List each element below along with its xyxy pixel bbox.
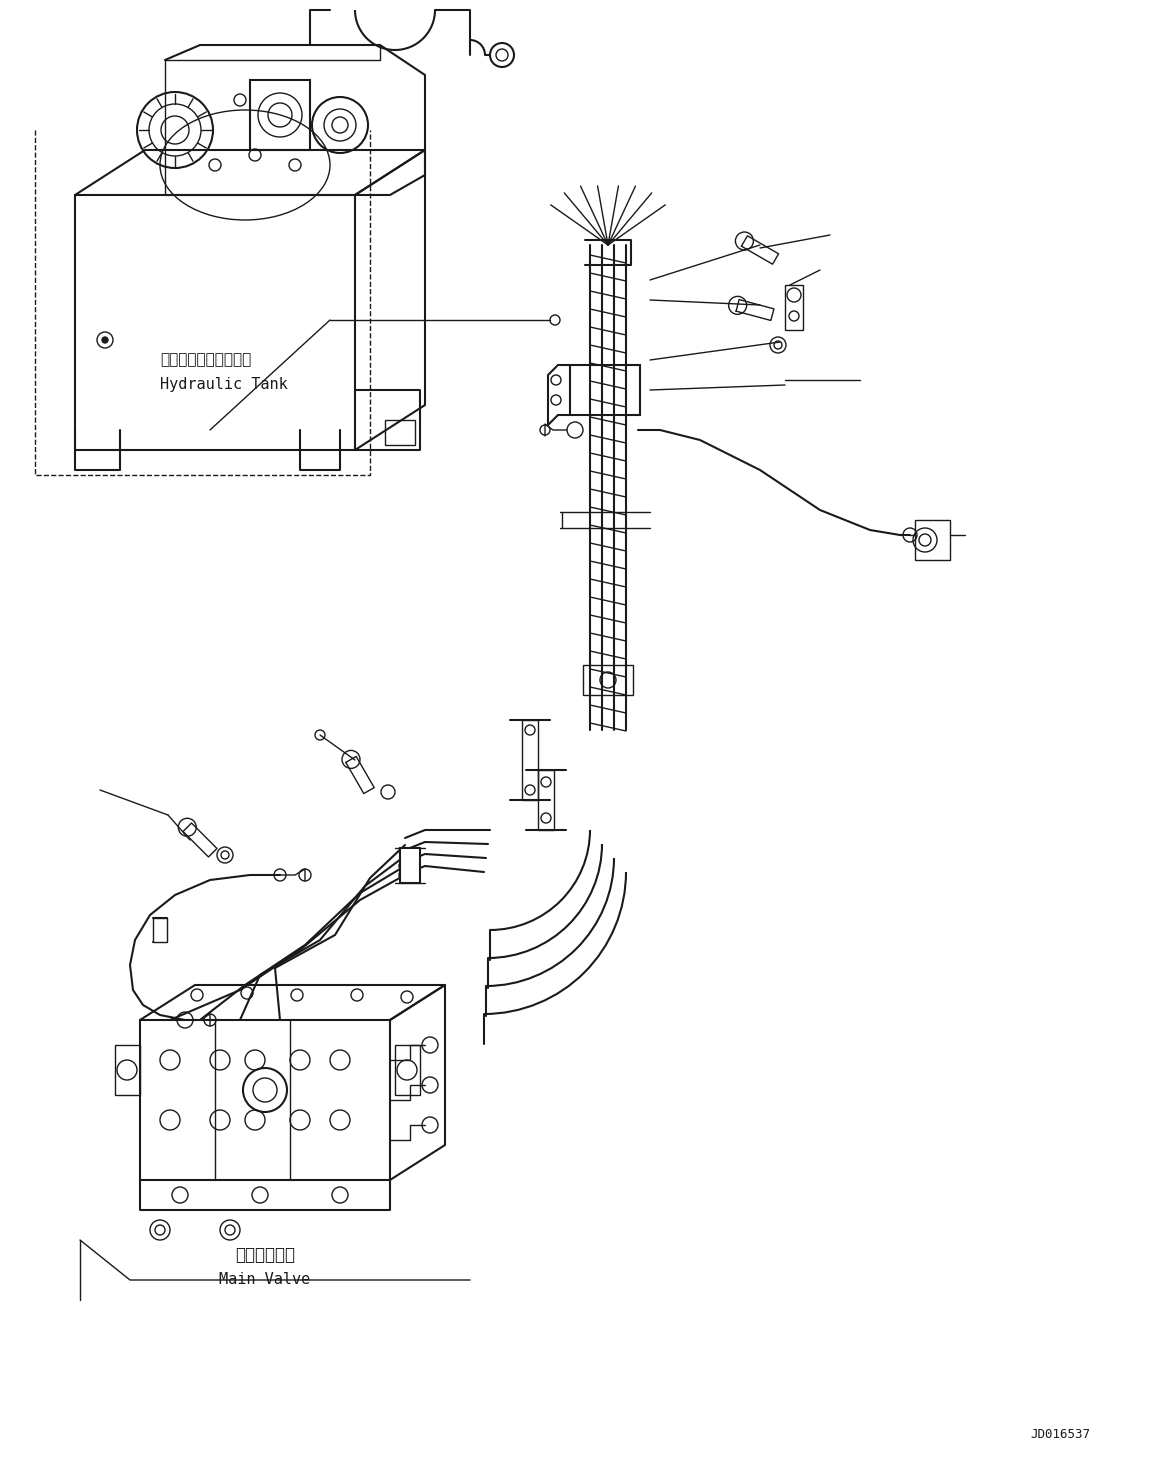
Bar (583, 664, 633, 695)
Bar (915, 520, 950, 561)
Bar (400, 848, 420, 883)
Bar (115, 1045, 140, 1095)
Bar (785, 285, 802, 330)
Text: JD016537: JD016537 (1030, 1428, 1090, 1441)
Bar (250, 80, 311, 150)
Bar (522, 720, 538, 800)
Bar (395, 1045, 420, 1095)
Text: Hydraulic Tank: Hydraulic Tank (160, 378, 287, 393)
Text: ハイドロリックタンク: ハイドロリックタンク (160, 352, 251, 368)
Bar (385, 420, 415, 445)
Bar (538, 769, 554, 829)
Text: Main Valve: Main Valve (220, 1273, 311, 1288)
Bar (154, 918, 167, 942)
Circle shape (102, 337, 108, 343)
Text: メインバルブ: メインバルブ (235, 1245, 295, 1264)
